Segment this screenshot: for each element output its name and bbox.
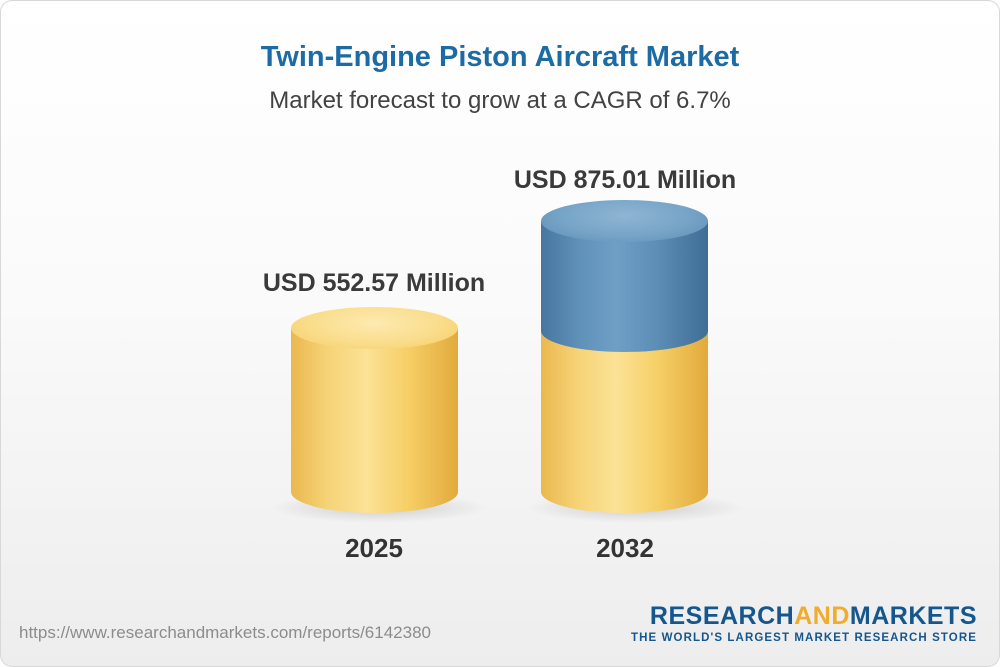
logo-word-research: RESEARCH: [649, 602, 795, 630]
logo-tagline: THE WORLD'S LARGEST MARKET RESEARCH STOR…: [631, 632, 977, 645]
chart-subtitle: Market forecast to grow at a CAGR of 6.7…: [269, 87, 731, 114]
bar-2025-cylinder-top-face: [291, 307, 458, 349]
research-and-markets-logo: RESEARCHANDMARKETS THE WORLD'S LARGEST M…: [631, 603, 977, 644]
chart-title: Twin-Engine Piston Aircraft Market: [260, 41, 740, 73]
bar-2025-cylinder-body: [291, 328, 458, 513]
bar-2032-cylinder-base-segment: [541, 331, 708, 513]
bar-2032-cylinder-growth-segment: [541, 221, 708, 352]
logo-wordmark: RESEARCHANDMARKETS: [631, 603, 977, 629]
logo-word-markets: MARKETS: [849, 602, 977, 630]
x-axis-label-2032: 2032: [596, 533, 654, 563]
x-axis-label-2025: 2025: [345, 533, 403, 563]
bar-2032-cylinder-top-face: [541, 200, 708, 242]
value-label-2032: USD 875.01 Million: [513, 166, 737, 194]
value-label-2025: USD 552.57 Million: [262, 269, 486, 297]
logo-word-and: AND: [794, 602, 850, 630]
source-url: https://www.researchandmarkets.com/repor…: [19, 623, 431, 642]
